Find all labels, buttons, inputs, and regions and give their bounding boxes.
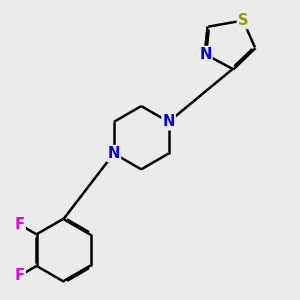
Text: F: F — [15, 268, 25, 283]
Text: N: N — [108, 146, 120, 161]
Text: S: S — [238, 13, 248, 28]
Text: N: N — [199, 47, 212, 62]
Text: N: N — [162, 114, 175, 129]
Text: F: F — [15, 217, 25, 232]
